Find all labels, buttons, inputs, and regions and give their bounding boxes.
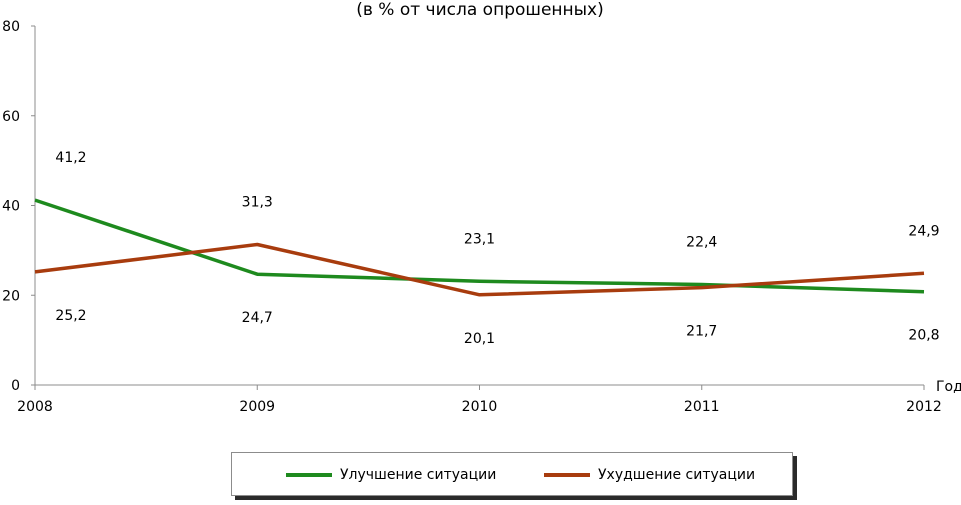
x-tick-label: 2008 [17, 399, 53, 415]
series-layer [34, 198, 925, 297]
data-label: 24,7 [242, 310, 273, 326]
chart-title: (в % от числа опрошенных) [356, 0, 604, 20]
data-label: 41,2 [55, 150, 86, 166]
y-tick-label: 60 [2, 109, 20, 125]
y-tick-label: 80 [2, 19, 20, 35]
data-label: 31,3 [242, 195, 273, 211]
data-label: 22,4 [686, 234, 717, 250]
data-label: 21,7 [686, 324, 717, 340]
data-label: 25,2 [55, 308, 86, 324]
data-label: 20,1 [464, 331, 495, 347]
legend-item-worsening: Ухудшение ситуации [544, 467, 755, 483]
data-label: 20,8 [908, 328, 939, 344]
x-tick-label: 2010 [462, 399, 498, 415]
chart-axes: 0 20 40 60 80 2008 2009 2010 2011 2012 Год [2, 19, 961, 415]
x-tick-label: 2009 [239, 399, 275, 415]
data-labels-layer: 41,2 24,7 23,1 22,4 20,8 25,2 31,3 20,1 21,7 24,9 [55, 150, 939, 347]
series-line-worsening [34, 242, 925, 297]
legend: Улучшение ситуации Ухудшение ситуации [231, 452, 793, 496]
y-tick-label: 40 [2, 199, 20, 215]
y-tick-label: 20 [2, 288, 20, 304]
x-axis-label: Год [936, 379, 961, 395]
x-tick-label: 2011 [684, 399, 720, 415]
legend-label-improvement: Улучшение ситуации [340, 467, 497, 483]
legend-swatch-worsening [544, 473, 590, 477]
y-tick-label: 0 [11, 378, 20, 394]
legend-label-worsening: Ухудшение ситуации [598, 467, 756, 483]
line-chart: (в % от числа опрошенных) 0 20 40 60 80 2008 2… [2, 0, 961, 415]
legend-item-improvement: Улучшение ситуации [286, 467, 496, 483]
legend-swatch-improvement [286, 473, 332, 477]
data-label: 23,1 [464, 231, 495, 247]
x-tick-label: 2012 [906, 399, 942, 415]
series-line-improvement [34, 198, 925, 294]
data-label: 24,9 [908, 223, 939, 239]
